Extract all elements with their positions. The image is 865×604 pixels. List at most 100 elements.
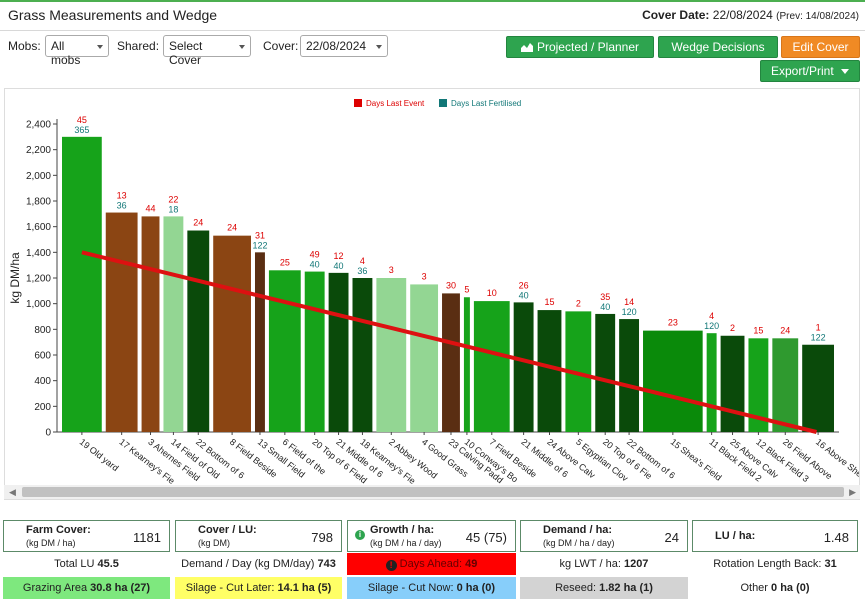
rotation-value: 31 [824,558,837,570]
bar-22 [643,330,703,432]
bar-10 [328,272,349,432]
silage-cut-later: Silage - Cut Later: 14.1 ha (5) [175,577,342,599]
other-value: 0 ha (0) [771,582,810,594]
cover-select-value: 22/08/2024 [306,39,367,53]
growth-value: 45 (75) [465,530,507,545]
days-ahead-label: Days Ahead: [399,558,463,570]
info-icon[interactable]: i [355,530,365,540]
bar-18 [537,310,562,432]
days-last-event-label: 4 [360,256,365,266]
bar-8 [268,270,301,432]
days-last-event-label: 1 [816,323,821,333]
demand-card: Demand / ha: (kg DM / ha / day) 24 [520,520,688,552]
cover-date-value: 22/08/2024 [712,8,773,22]
y-tick-label: 800 [34,325,51,336]
reseed: Reseed: 1.82 ha (1) [520,577,688,599]
edit-cover-button[interactable]: Edit Cover [781,36,860,58]
projected-planner-label: Projected / Planner [536,40,640,54]
days-last-event-label: 31 [255,230,265,240]
kg-lwt-value: 1207 [623,558,649,570]
chart-scrollbar[interactable]: ◀ ▶ [4,485,860,499]
wedge-decisions-button[interactable]: Wedge Decisions [658,36,778,58]
mobs-label: Mobs: [8,39,41,53]
y-tick-label: 1,200 [26,274,51,285]
x-tick-label: 19 Old yard [78,437,121,474]
days-last-event-label: 12 [334,251,344,261]
demand-value: 24 [664,530,679,545]
legend-swatch [439,99,447,107]
days-last-fertilised-label: 36 [117,201,127,211]
shared-select[interactable]: Select Cover [163,35,251,67]
scroll-thumb[interactable] [22,487,844,497]
shared-select-value: Select Cover [169,39,203,67]
days-last-event-label: 2 [730,323,735,333]
cover-lu-value: 798 [311,530,333,545]
shared-label: Shared: [117,39,160,53]
days-ahead: ! Days Ahead: 49 [347,553,516,575]
bar-15 [463,297,470,432]
bar-11 [352,278,373,432]
days-last-event-label: 45 [77,115,87,125]
y-tick-label: 2,000 [26,171,51,182]
y-tick-label: 400 [34,376,51,387]
days-last-event-label: 15 [544,297,554,307]
mobs-select[interactable]: All mobs [45,35,109,67]
y-tick-label: 2,200 [26,145,51,156]
days-last-fertilised-label: 122 [252,240,267,250]
cover-lu-label: Cover / LU: [198,524,257,536]
area-chart-icon [520,43,533,52]
days-last-event-label: 30 [446,280,456,290]
days-last-fertilised-label: 365 [74,125,89,135]
legend-label: Days Last Event [366,99,425,108]
days-last-event-label: 24 [227,223,237,233]
rotation-label: Rotation Length Back: [713,558,822,570]
caret-down-icon [841,69,850,74]
lu-ha-value: 1.48 [823,530,849,545]
silage-later-value: 14.1 ha (5) [277,582,332,594]
kg-lwt-label: kg LWT / ha: [559,558,621,570]
export-print-button[interactable]: Export/Print [760,60,860,82]
y-tick-label: 0 [45,428,51,439]
kg-lwt-per-ha: kg LWT / ha: 1207 [520,553,688,575]
cover-select[interactable]: 22/08/2024 [300,35,388,57]
growth-card: i Growth / ha: (kg DM / ha / day) 45 (75… [347,520,516,552]
days-last-event-label: 14 [624,297,634,307]
days-last-event-label: 13 [117,191,127,201]
growth-unit: (kg DM / ha / day) [370,538,442,548]
days-ahead-value: 49 [465,558,478,570]
days-last-event-label: 3 [389,265,394,275]
export-print-label: Export/Print [770,64,834,78]
grazing-label: Grazing Area [22,582,88,594]
bar-23 [706,333,717,432]
silage-cut-now: Silage - Cut Now: 0 ha (0) [347,577,516,599]
y-tick-label: 600 [34,351,51,362]
demand-unit: (kg DM / ha / day) [543,538,615,548]
bar-21 [619,319,640,432]
total-lu-value: 45.5 [97,558,119,570]
days-last-event-label: 25 [280,257,290,267]
bar-4 [163,216,184,432]
cover-date-label: Cover Date: [642,8,710,22]
bar-1 [62,136,102,433]
days-last-event-label: 35 [600,292,610,302]
days-last-event-label: 44 [146,203,156,213]
y-tick-label: 2,400 [26,120,51,131]
reseed-value: 1.82 ha (1) [599,582,653,594]
days-last-fertilised-label: 18 [168,204,178,214]
cover-label: Cover: [263,39,299,53]
wedge-target-line [81,250,817,434]
y-tick-label: 1,800 [26,197,51,208]
demand-day-label: Demand / Day (kg DM/day) [181,558,315,570]
bar-17 [513,302,534,432]
projected-planner-button[interactable]: Projected / Planner [506,36,654,58]
previous-cover-date: (Prev: 14/08/2024) [776,11,859,22]
other-area: Other 0 ha (0) [692,577,858,599]
demand-day-value: 743 [317,558,336,570]
scroll-right-icon[interactable]: ▶ [849,487,856,497]
days-last-fertilised-label: 40 [600,302,610,312]
bar-14 [442,293,460,432]
bar-26 [772,338,799,432]
days-last-event-label: 24 [193,218,203,228]
scroll-left-icon[interactable]: ◀ [9,487,16,497]
bar-16 [473,301,510,432]
